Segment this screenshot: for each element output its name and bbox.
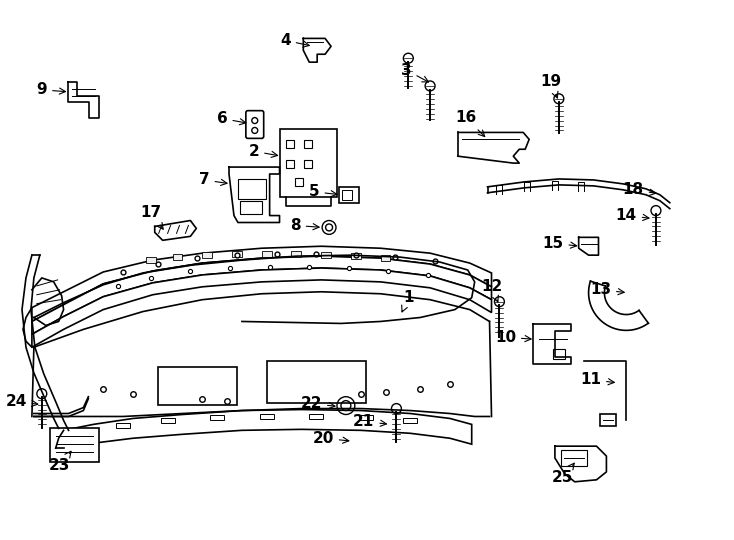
Text: 7: 7 [199,172,227,187]
Text: 23: 23 [49,451,71,474]
FancyBboxPatch shape [172,254,183,260]
FancyBboxPatch shape [305,140,312,148]
FancyBboxPatch shape [359,415,373,421]
FancyBboxPatch shape [291,251,302,257]
Text: 4: 4 [280,33,309,48]
FancyBboxPatch shape [553,349,564,359]
FancyBboxPatch shape [305,160,312,168]
Text: 10: 10 [495,330,531,345]
Text: 1: 1 [401,290,413,312]
FancyBboxPatch shape [246,111,264,138]
Text: 12: 12 [481,279,502,302]
Text: 17: 17 [140,205,163,229]
FancyBboxPatch shape [240,201,262,214]
FancyBboxPatch shape [600,415,617,427]
FancyBboxPatch shape [339,187,359,202]
Text: 21: 21 [353,414,387,429]
FancyBboxPatch shape [295,178,303,186]
FancyBboxPatch shape [404,418,417,423]
Text: 19: 19 [540,75,562,98]
FancyBboxPatch shape [351,253,360,259]
FancyBboxPatch shape [146,257,156,263]
FancyBboxPatch shape [203,252,212,258]
Text: 14: 14 [616,208,649,223]
FancyBboxPatch shape [210,415,224,421]
Text: 22: 22 [300,396,335,411]
Text: 8: 8 [290,218,319,233]
Text: 20: 20 [313,431,349,445]
FancyBboxPatch shape [260,415,274,420]
FancyBboxPatch shape [561,450,586,466]
FancyBboxPatch shape [238,179,266,199]
FancyBboxPatch shape [50,428,99,462]
FancyBboxPatch shape [161,418,175,423]
Text: 16: 16 [455,110,484,137]
FancyBboxPatch shape [158,367,237,404]
FancyBboxPatch shape [116,423,130,428]
FancyBboxPatch shape [232,251,242,257]
Text: 9: 9 [37,83,65,97]
Text: 25: 25 [552,463,574,485]
Text: 11: 11 [580,373,614,387]
Polygon shape [32,256,492,334]
Text: 24: 24 [5,394,38,409]
FancyBboxPatch shape [266,361,366,403]
FancyBboxPatch shape [262,251,272,257]
Polygon shape [32,246,492,321]
Text: 18: 18 [622,183,656,197]
Text: 3: 3 [401,63,429,82]
FancyBboxPatch shape [321,252,331,258]
Text: 5: 5 [309,184,337,199]
Polygon shape [64,409,472,448]
Polygon shape [32,268,492,347]
FancyBboxPatch shape [280,130,337,197]
FancyBboxPatch shape [286,140,294,148]
FancyBboxPatch shape [309,415,323,420]
Text: 2: 2 [248,144,277,159]
Text: 6: 6 [217,111,246,126]
Text: 13: 13 [590,282,624,298]
Text: 15: 15 [542,236,577,251]
FancyBboxPatch shape [342,190,352,200]
FancyBboxPatch shape [286,160,294,168]
FancyBboxPatch shape [380,255,390,261]
